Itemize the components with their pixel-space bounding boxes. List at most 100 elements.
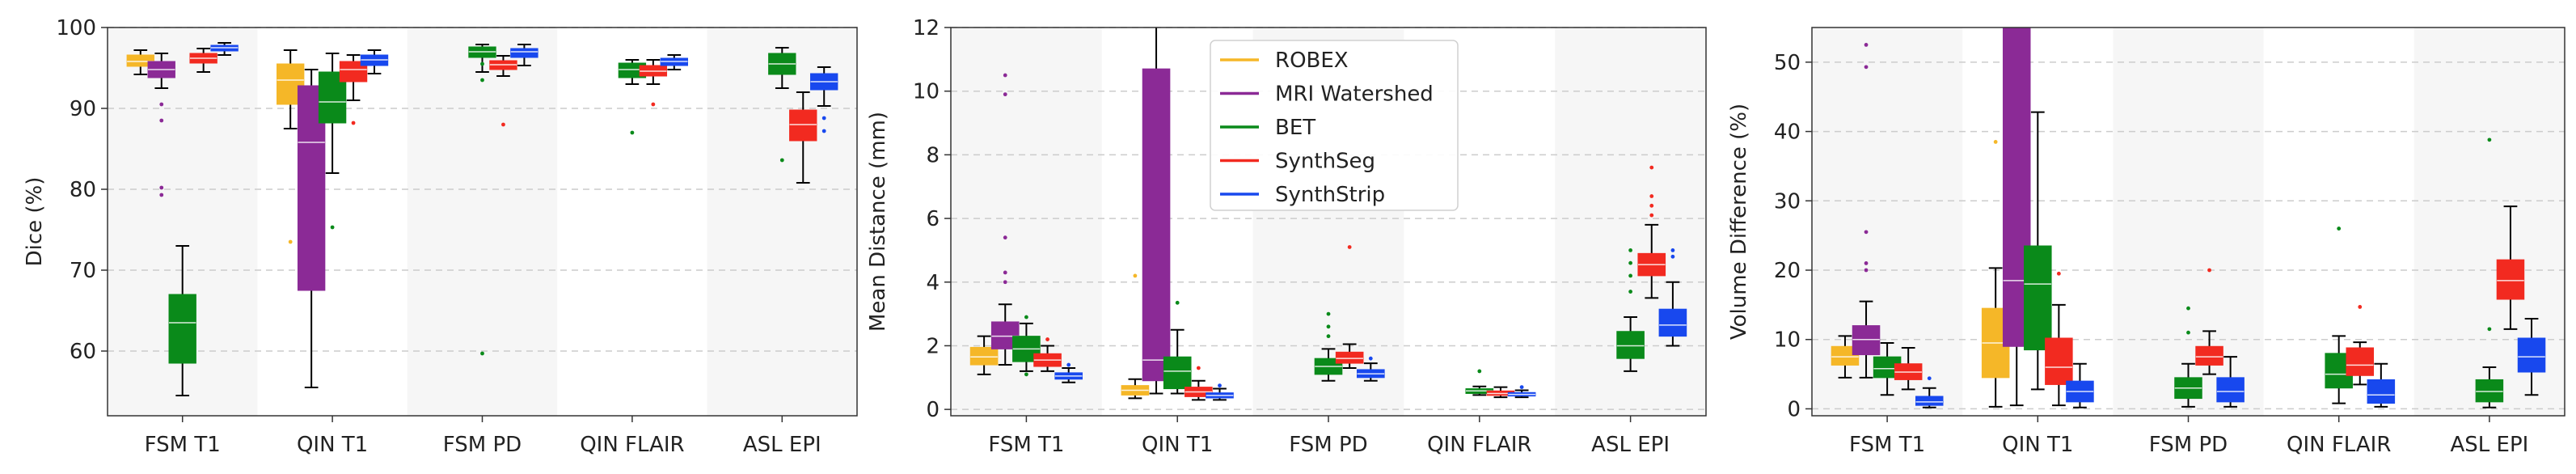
- outlier-point: [1993, 140, 1998, 144]
- box-synthseg-qin-t1: [1185, 366, 1213, 401]
- outlier-point: [821, 116, 826, 121]
- outlier-point: [2358, 305, 2363, 309]
- y-tick-label: 90: [70, 97, 96, 121]
- outlier-point: [2487, 138, 2492, 142]
- box-body: [2346, 347, 2375, 376]
- box-synthstrip-fsm-t1: [1054, 362, 1083, 383]
- box-body: [1831, 345, 1860, 366]
- x-tick-label: QIN T1: [1142, 433, 1213, 457]
- outlier-point: [1649, 213, 1654, 218]
- outlier-point: [1927, 376, 1932, 381]
- outlier-point: [1066, 362, 1071, 367]
- axes-frame: [107, 27, 858, 417]
- box-synthstrip-fsm-t1: [1915, 376, 1944, 408]
- outlier-point: [1003, 235, 1007, 240]
- box-synthstrip-asl-epi: [1658, 248, 1687, 347]
- box-synthseg-fsm-t1: [1033, 337, 1062, 372]
- outlier-point: [1519, 385, 1524, 389]
- box-body: [1616, 331, 1645, 359]
- outlier-point: [1003, 280, 1007, 285]
- outlier-point: [2186, 330, 2190, 335]
- legend-item: MRI Watershed: [1220, 83, 1434, 107]
- box-body: [126, 54, 154, 67]
- box-body: [168, 294, 196, 364]
- outlier-point: [1864, 43, 1869, 47]
- box-bet-asl-epi: [768, 47, 796, 163]
- box-synthstrip-fsm-pd: [1356, 356, 1385, 382]
- y-tick-label: 60: [70, 340, 96, 364]
- legend-label: SynthStrip: [1275, 183, 1385, 207]
- outlier-point: [1326, 324, 1331, 329]
- box-body: [1658, 308, 1687, 337]
- outlier-point: [2186, 306, 2190, 311]
- legend-label: BET: [1275, 116, 1315, 140]
- box-bet-fsm-pd: [2174, 306, 2202, 408]
- box-robex-qin-t1: [277, 49, 305, 244]
- legend-item: ROBEX: [1220, 49, 1349, 73]
- outlier-point: [1024, 315, 1028, 320]
- outlier-point: [1175, 300, 1180, 305]
- legend-item: BET: [1220, 116, 1315, 140]
- box-synthstrip-fsm-t1: [210, 42, 239, 56]
- legend-label: ROBEX: [1275, 49, 1349, 73]
- box-synthstrip-qin-flair: [660, 54, 688, 70]
- axes-frame: [950, 27, 1707, 417]
- y-tick-label: 10: [913, 80, 940, 104]
- box-synthstrip-qin-flair: [2367, 362, 2396, 408]
- panel-2: 0 2 4 6 8 10 12 FSM T1 QIN T1 FSM PD QIN FLAIR ASL …: [866, 16, 1707, 457]
- box-bet-asl-epi: [2475, 138, 2504, 408]
- outlier-point: [159, 118, 164, 123]
- box-synthseg-qin-t1: [2045, 271, 2073, 407]
- box-bet-qin-t1: [2024, 111, 2052, 391]
- box-body: [2045, 337, 2073, 385]
- outlier-point: [1628, 290, 1632, 294]
- outlier-point: [630, 130, 635, 135]
- legend-item: SynthStrip: [1220, 183, 1385, 207]
- outlier-point: [1628, 248, 1632, 252]
- legend-label: SynthSeg: [1275, 150, 1375, 174]
- box-body: [1142, 68, 1171, 382]
- box-bet-qin-flair: [2325, 226, 2353, 404]
- box-synthstrip-qin-flair: [1507, 385, 1536, 399]
- outlier-point: [1003, 270, 1007, 275]
- x-tick-label: QIN T1: [297, 433, 368, 457]
- y-tick-label: 100: [56, 16, 96, 40]
- y-axis-label: Mean Distance (mm): [866, 112, 890, 332]
- legend: ROBEX MRI Watershed BET SynthSeg SynthStrip: [1210, 40, 1459, 211]
- x-tick-label: QIN T1: [2002, 433, 2073, 457]
- outlier-point: [1670, 248, 1675, 252]
- outlier-point: [501, 122, 505, 127]
- box-synthseg-asl-epi: [1637, 165, 1666, 299]
- outlier-point: [2056, 271, 2061, 276]
- outlier-point: [1864, 268, 1869, 273]
- outlier-point: [1347, 245, 1352, 249]
- outlier-point: [1326, 311, 1331, 316]
- box-synthstrip-fsm-pd: [2216, 356, 2244, 408]
- box-body: [2195, 345, 2223, 366]
- outlier-point: [480, 78, 484, 83]
- outlier-point: [651, 102, 656, 107]
- box-bet-qin-t1: [1163, 300, 1192, 395]
- box-bet-fsm-pd: [468, 44, 496, 356]
- box-bet-fsm-pd: [1314, 311, 1343, 382]
- y-tick-label: 8: [926, 143, 940, 167]
- outlier-point: [1628, 273, 1632, 278]
- box-synthstrip-qin-t1: [360, 49, 389, 74]
- y-tick-label: 20: [1774, 259, 1801, 283]
- plot-area: [969, 28, 1687, 401]
- box-synthseg-asl-epi: [789, 91, 817, 184]
- box-body: [789, 109, 817, 142]
- outlier-point: [1649, 165, 1654, 170]
- x-tick-label: FSM T1: [988, 433, 1064, 457]
- x-tick-label: QIN FLAIR: [580, 433, 684, 457]
- outlier-point: [1024, 372, 1028, 377]
- box-body: [969, 346, 999, 366]
- outlier-point: [1477, 369, 1482, 374]
- box-robex-fsm-t1: [969, 335, 999, 375]
- outlier-point: [1864, 230, 1869, 235]
- y-tick-label: 0: [926, 398, 940, 422]
- x-tick-label: FSM PD: [2149, 433, 2228, 457]
- box-synthstrip-asl-epi: [810, 66, 838, 133]
- box-synthseg-qin-flair: [639, 59, 668, 107]
